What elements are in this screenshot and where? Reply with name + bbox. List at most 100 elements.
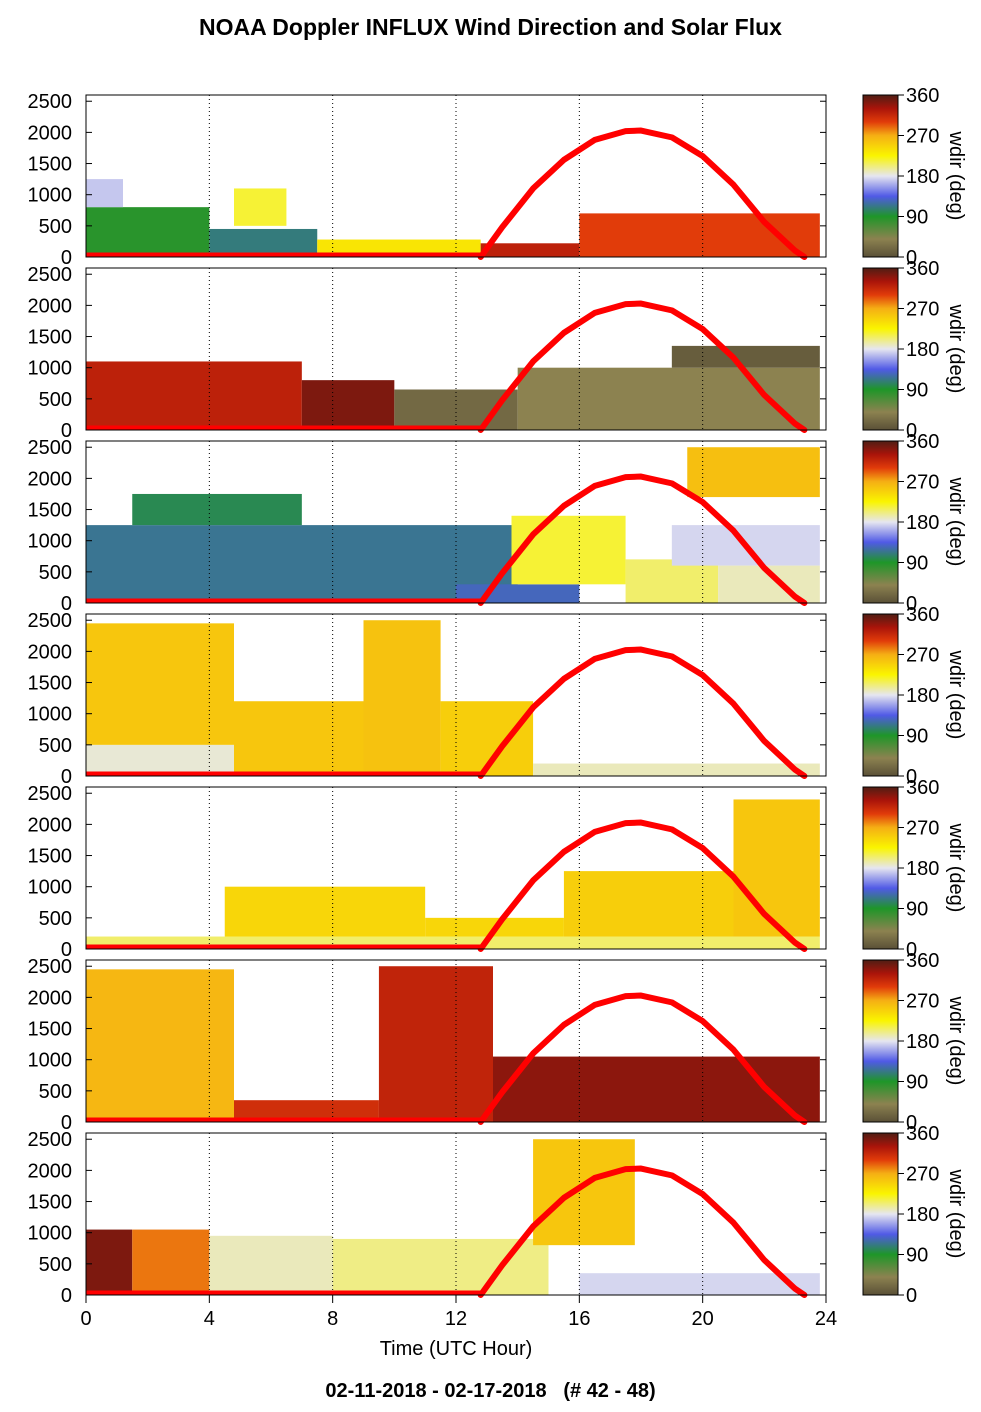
- colorbar: [862, 959, 899, 1123]
- chart-title: NOAA Doppler INFLUX Wind Direction and S…: [199, 14, 782, 40]
- colorbar-tick-label: 180: [906, 685, 939, 707]
- panel-frame: [85, 613, 827, 777]
- solar-flux-line: [477, 1165, 808, 1298]
- y-tick-label: 1500: [28, 1192, 73, 1214]
- colorbar-tick-label: 90: [906, 899, 928, 921]
- heatmap-cell: [86, 1229, 133, 1295]
- panel-frame: [85, 959, 827, 1123]
- y-tick-label: 1000: [28, 358, 73, 380]
- colorbar-tick-label: 90: [906, 380, 928, 402]
- heatmap-cell: [533, 1139, 635, 1246]
- y-tick-label: 500: [39, 1254, 72, 1276]
- colorbar-tick-label: 360: [906, 604, 939, 626]
- heatmap-cell: [579, 213, 820, 257]
- heatmap-cell: [517, 367, 820, 430]
- colorbar-label: wdir (deg): [945, 1169, 967, 1259]
- y-tick-label: 0: [61, 420, 72, 442]
- heatmap-cell: [511, 515, 626, 585]
- colorbar-tick-label: 90: [906, 1072, 928, 1094]
- heatmap-cell: [86, 207, 210, 257]
- colorbar-tick-label: 180: [906, 858, 939, 880]
- y-tick-label: 2000: [28, 122, 73, 144]
- heatmap-cell: [234, 701, 364, 776]
- colorbar-tick-label: 90: [906, 1245, 928, 1267]
- y-tick-label: 2000: [28, 1160, 73, 1182]
- colorbar: [862, 440, 899, 604]
- y-tick-label: 0: [61, 1285, 72, 1307]
- x-tick-label: 0: [80, 1308, 91, 1330]
- colorbar-tick-label: 0: [906, 1285, 917, 1307]
- y-tick-label: 500: [39, 735, 72, 757]
- panel-frame: [85, 786, 827, 950]
- heatmap-cell: [533, 763, 820, 776]
- panel-frame: [85, 267, 827, 431]
- heatmap-cell: [394, 389, 518, 430]
- y-tick-label: 2500: [28, 437, 73, 459]
- colorbar-tick-label: 360: [906, 1123, 939, 1145]
- heatmap-cell: [480, 243, 580, 257]
- colorbar-tick-label: 360: [906, 85, 939, 107]
- y-tick-label: 500: [39, 562, 72, 584]
- y-tick-label: 2000: [28, 814, 73, 836]
- y-tick-label: 1500: [28, 673, 73, 695]
- colorbar-tick-label: 270: [906, 1164, 939, 1186]
- y-tick-label: 2000: [28, 641, 73, 663]
- heatmap-cell: [86, 969, 234, 1122]
- colorbar-tick-label: 270: [906, 126, 939, 148]
- y-tick-label: 2500: [28, 91, 73, 113]
- colorbar-tick-label: 0: [906, 247, 917, 269]
- solar-flux-line: [477, 473, 808, 606]
- solar-flux-line: [477, 127, 808, 260]
- heatmap-cell: [301, 380, 395, 430]
- solar-flux-line: [477, 819, 808, 952]
- heatmap-cell: [86, 179, 123, 208]
- colorbar-label: wdir (deg): [945, 304, 967, 394]
- heatmap-cell: [363, 620, 441, 776]
- x-tick-label: 8: [327, 1308, 338, 1330]
- y-tick-label: 2500: [28, 956, 73, 978]
- panel-frame: [85, 94, 827, 258]
- heatmap-cell: [378, 966, 493, 1122]
- colorbar-tick-label: 360: [906, 258, 939, 280]
- colorbar-label: wdir (deg): [945, 477, 967, 567]
- colorbar-tick-label: 270: [906, 645, 939, 667]
- colorbar-tick-label: 0: [906, 939, 917, 961]
- colorbar-tick-label: 0: [906, 766, 917, 788]
- colorbar-tick-label: 0: [906, 1112, 917, 1134]
- colorbar-label: wdir (deg): [945, 650, 967, 740]
- y-tick-label: 1000: [28, 185, 73, 207]
- colorbar-tick-label: 180: [906, 339, 939, 361]
- date-range-footer: 02-11-2018 - 02-17-2018 (# 42 - 48): [325, 1380, 656, 1402]
- colorbar-tick-label: 90: [906, 553, 928, 575]
- heatmap-cell: [209, 1235, 333, 1295]
- colorbar-tick-label: 270: [906, 818, 939, 840]
- panel-frame: [85, 440, 827, 604]
- y-tick-label: 2500: [28, 264, 73, 286]
- heatmap-cell: [86, 744, 234, 776]
- heatmap-cell: [209, 228, 318, 257]
- colorbar: [862, 1132, 899, 1296]
- heatmap-cell: [733, 799, 820, 937]
- x-tick-label: 20: [692, 1308, 714, 1330]
- colorbar: [862, 94, 899, 258]
- heatmap-cell: [86, 361, 302, 430]
- y-tick-label: 0: [61, 766, 72, 788]
- y-tick-label: 0: [61, 247, 72, 269]
- y-tick-label: 0: [61, 939, 72, 961]
- heatmap-cell: [132, 1229, 210, 1295]
- x-tick-label: 4: [204, 1308, 215, 1330]
- y-tick-label: 2000: [28, 468, 73, 490]
- heatmap-cell: [563, 871, 734, 937]
- heatmap-cell: [234, 188, 287, 226]
- y-tick-label: 1000: [28, 1050, 73, 1072]
- y-tick-label: 1000: [28, 531, 73, 553]
- y-tick-label: 2000: [28, 295, 73, 317]
- heatmap-cell: [579, 1273, 820, 1295]
- colorbar: [862, 786, 899, 950]
- solar-flux-line: [477, 646, 808, 779]
- x-tick-label: 16: [568, 1308, 590, 1330]
- y-tick-label: 1000: [28, 704, 73, 726]
- y-tick-label: 2500: [28, 783, 73, 805]
- heatmap-cell: [86, 623, 234, 745]
